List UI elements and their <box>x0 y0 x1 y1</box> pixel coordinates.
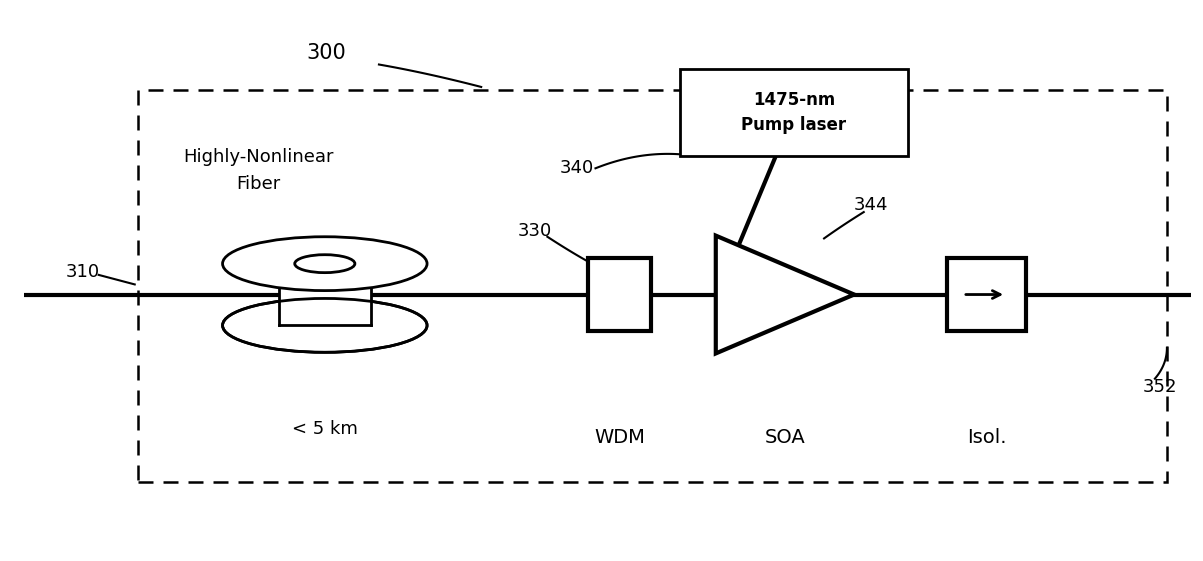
Text: Pump laser: Pump laser <box>741 116 847 134</box>
Bar <box>279 278 371 325</box>
Text: Fiber: Fiber <box>237 175 280 193</box>
Polygon shape <box>716 236 854 353</box>
Text: 310: 310 <box>66 263 100 281</box>
Text: WDM: WDM <box>594 428 645 447</box>
Text: Highly-Nonlinear: Highly-Nonlinear <box>183 148 334 166</box>
Text: 1475-nm: 1475-nm <box>753 91 835 109</box>
Text: 340: 340 <box>559 159 593 177</box>
Ellipse shape <box>223 237 427 291</box>
Text: 352: 352 <box>1143 378 1178 396</box>
Text: Isol.: Isol. <box>967 428 1006 447</box>
Ellipse shape <box>223 298 427 352</box>
Bar <box>588 258 651 331</box>
Bar <box>948 258 1026 331</box>
Bar <box>138 90 1167 482</box>
Text: SOA: SOA <box>765 428 805 447</box>
Ellipse shape <box>295 255 355 273</box>
Text: 344: 344 <box>854 196 889 214</box>
Text: 330: 330 <box>517 222 551 240</box>
Text: 300: 300 <box>307 43 346 63</box>
Bar <box>680 68 908 156</box>
Text: < 5 km: < 5 km <box>292 420 357 438</box>
